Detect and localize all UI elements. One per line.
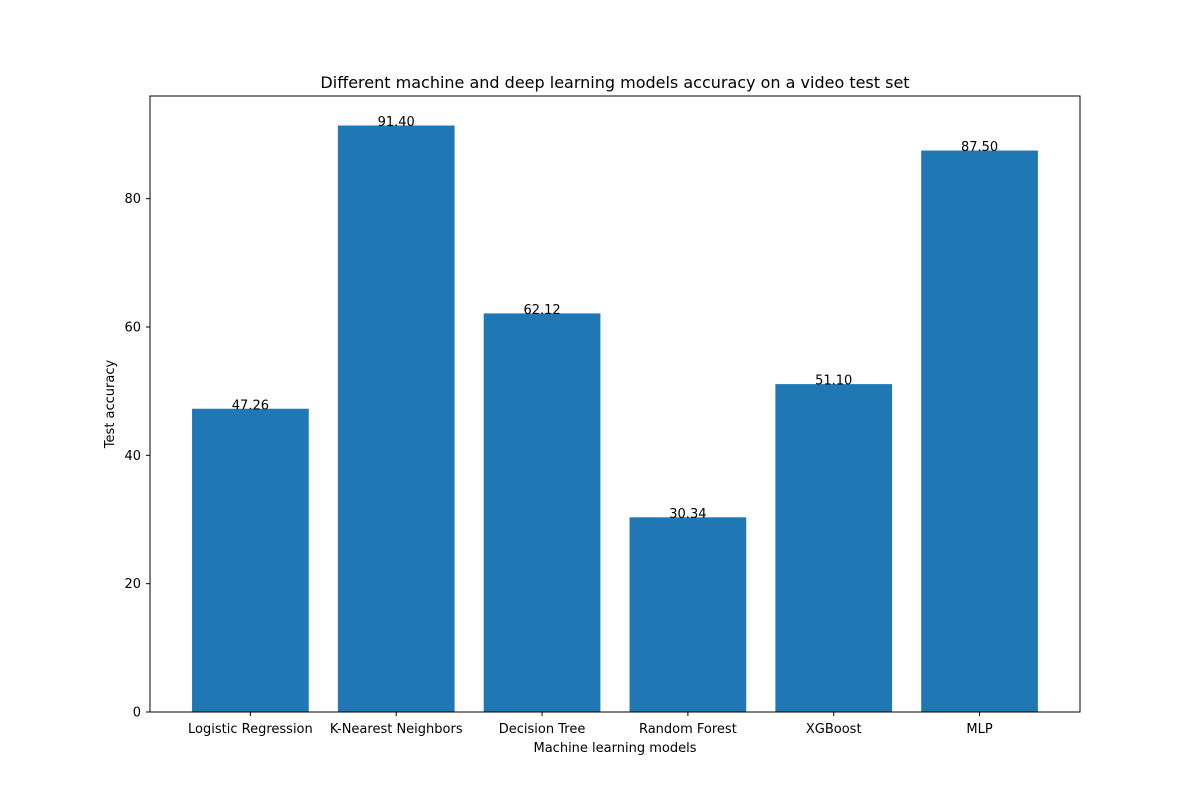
x-axis-ticks: Logistic Regression K-Nearest Neighbors De… bbox=[188, 712, 993, 737]
y-tick-label: 20 bbox=[124, 577, 141, 592]
y-tick-label: 40 bbox=[124, 449, 141, 464]
chart-title: Different machine and deep learning mode… bbox=[320, 73, 909, 92]
bars-group bbox=[192, 125, 1038, 713]
x-tick-label: XGBoost bbox=[806, 722, 862, 737]
bar-random-forest bbox=[629, 517, 747, 712]
bar-k-nearest-neighbors bbox=[337, 125, 455, 712]
data-label-k-nearest-neighbors: 91.40 bbox=[378, 115, 415, 130]
data-labels-group: 47.26 91.40 62.12 30.34 51.10 87.50 bbox=[232, 115, 998, 522]
bar-decision-tree bbox=[483, 313, 601, 712]
data-label-random-forest: 30.34 bbox=[669, 507, 706, 522]
y-axis-ticks: 0 20 40 60 80 bbox=[124, 192, 150, 721]
plot-frame bbox=[149, 95, 1081, 713]
bar-mlp bbox=[921, 150, 1038, 713]
x-axis-label: Machine learning models bbox=[534, 741, 697, 756]
data-label-logistic-regression: 47.26 bbox=[232, 398, 269, 413]
y-tick-label: 60 bbox=[124, 321, 141, 336]
x-tick-label: MLP bbox=[966, 722, 992, 737]
x-tick-label: Logistic Regression bbox=[188, 722, 313, 737]
x-tick-label: Decision Tree bbox=[499, 722, 586, 737]
data-label-xgboost: 51.10 bbox=[815, 374, 852, 389]
data-label-mlp: 87.50 bbox=[961, 140, 998, 155]
x-tick-label: K-Nearest Neighbors bbox=[330, 722, 463, 737]
bar-logistic-regression bbox=[192, 408, 309, 712]
data-label-decision-tree: 62.12 bbox=[523, 303, 560, 318]
bar-xgboost bbox=[775, 384, 893, 712]
y-axis-label: Test accuracy bbox=[103, 360, 118, 450]
x-tick-label: Random Forest bbox=[639, 722, 737, 737]
y-tick-label: 80 bbox=[124, 192, 141, 207]
y-tick-label: 0 bbox=[133, 706, 141, 721]
